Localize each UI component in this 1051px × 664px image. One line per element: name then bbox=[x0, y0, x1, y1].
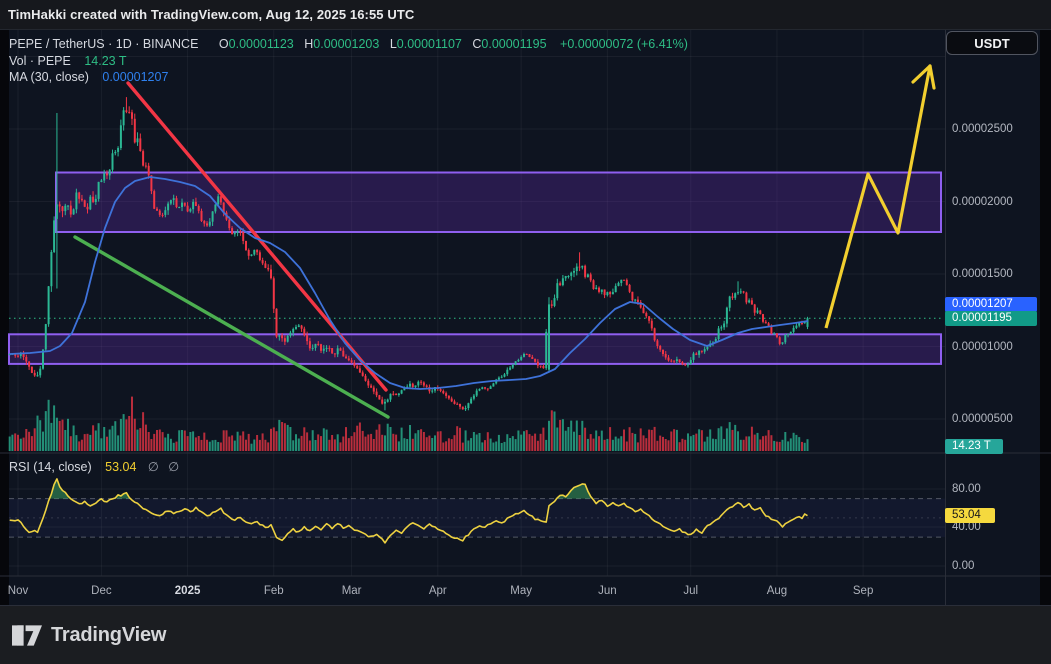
open-key: O bbox=[218, 37, 229, 51]
currency-toggle-button[interactable]: USDT bbox=[946, 31, 1038, 55]
price-axis-label[interactable]: 0.00001500 bbox=[952, 268, 1013, 280]
time-axis-label[interactable]: Sep bbox=[852, 585, 874, 597]
rsi-band bbox=[9, 498, 946, 538]
rsi-value-badge: 53.04 bbox=[945, 507, 995, 523]
rsi-axis-label[interactable]: 40.00 bbox=[952, 521, 981, 533]
brand-bar: TradingView bbox=[0, 605, 1051, 664]
low-key: L bbox=[389, 37, 397, 51]
close-key: C bbox=[472, 37, 482, 51]
candlesticks bbox=[8, 97, 809, 411]
close-value: 0.00001195 bbox=[481, 37, 547, 51]
open-value: 0.00001123 bbox=[228, 37, 294, 51]
time-axis-label[interactable]: Aug bbox=[766, 585, 788, 597]
rsi-axis-label[interactable]: 0.00 bbox=[952, 560, 975, 572]
ma-label[interactable]: MA (30, close) bbox=[9, 70, 89, 84]
supply-zone bbox=[55, 171, 942, 233]
hidden-series-icons[interactable]: ∅ ∅ bbox=[147, 460, 183, 474]
ma-legend-row: MA (30, close) 0.00001207 bbox=[9, 70, 168, 84]
tradingview-logo-icon bbox=[12, 624, 42, 646]
price-axis-label[interactable]: 0.00002000 bbox=[952, 195, 1013, 208]
projection-arrow bbox=[824, 65, 932, 329]
time-axis-label[interactable]: Jul bbox=[683, 585, 699, 597]
time-axis-label[interactable]: Mar bbox=[341, 585, 362, 597]
tradingview-wordmark[interactable]: TradingView bbox=[51, 623, 167, 646]
rsi-axis-label[interactable]: 80.00 bbox=[952, 483, 981, 495]
ma-30-line bbox=[9, 176, 809, 390]
volume-bars bbox=[8, 396, 809, 451]
time-axis-label[interactable]: 2025 bbox=[174, 585, 201, 597]
high-key: H bbox=[304, 37, 314, 51]
low-value: 0.00001107 bbox=[396, 37, 462, 51]
rsi-line bbox=[9, 478, 808, 544]
time-axis-label[interactable]: Nov bbox=[7, 585, 29, 597]
rsi-value: 53.04 bbox=[105, 460, 137, 474]
time-axis-label[interactable]: May bbox=[510, 585, 533, 597]
price-axis-label[interactable]: 0.00002500 bbox=[952, 123, 1013, 135]
volume-legend-row: Vol · PEPE 14.23 T bbox=[9, 54, 127, 68]
last-price-badge: 0.00001195 bbox=[945, 310, 1037, 326]
time-axis-label[interactable]: Dec bbox=[91, 585, 112, 597]
rsi-legend-row: RSI (14, close) 53.04 ∅ ∅ bbox=[9, 459, 182, 474]
time-axis-label[interactable]: Apr bbox=[428, 585, 447, 597]
green-downtrend-line bbox=[73, 235, 390, 419]
change-value: +0.00000072 (+6.41%) bbox=[560, 37, 688, 51]
price-axis-label[interactable]: 0.00001000 bbox=[952, 340, 1013, 353]
demand-zone bbox=[8, 333, 942, 365]
volume-label[interactable]: Vol · PEPE bbox=[9, 54, 71, 68]
symbol-title[interactable]: PEPE / TetherUS · 1D · BINANCE bbox=[9, 37, 199, 51]
attribution-bar: TimHakki created with TradingView.com, A… bbox=[0, 0, 1051, 30]
volume-badge: 14.23 T bbox=[945, 438, 1003, 454]
ma-value: 0.00001207 bbox=[102, 70, 169, 84]
volume-value: 14.23 T bbox=[84, 54, 127, 68]
high-value: 0.00001203 bbox=[313, 37, 380, 51]
attribution-text: TimHakki created with TradingView.com, A… bbox=[8, 7, 415, 22]
time-axis-label[interactable]: Jun bbox=[598, 585, 617, 597]
price-axis-label[interactable]: 0.00000500 bbox=[952, 413, 1013, 425]
time-axis-label[interactable]: Feb bbox=[263, 585, 284, 597]
symbol-legend-row: PEPE / TetherUS · 1D · BINANCE O0.000011… bbox=[9, 37, 688, 51]
rsi-label[interactable]: RSI (14, close) bbox=[9, 460, 92, 474]
ma-value-badge: 0.00001207 bbox=[945, 296, 1037, 312]
